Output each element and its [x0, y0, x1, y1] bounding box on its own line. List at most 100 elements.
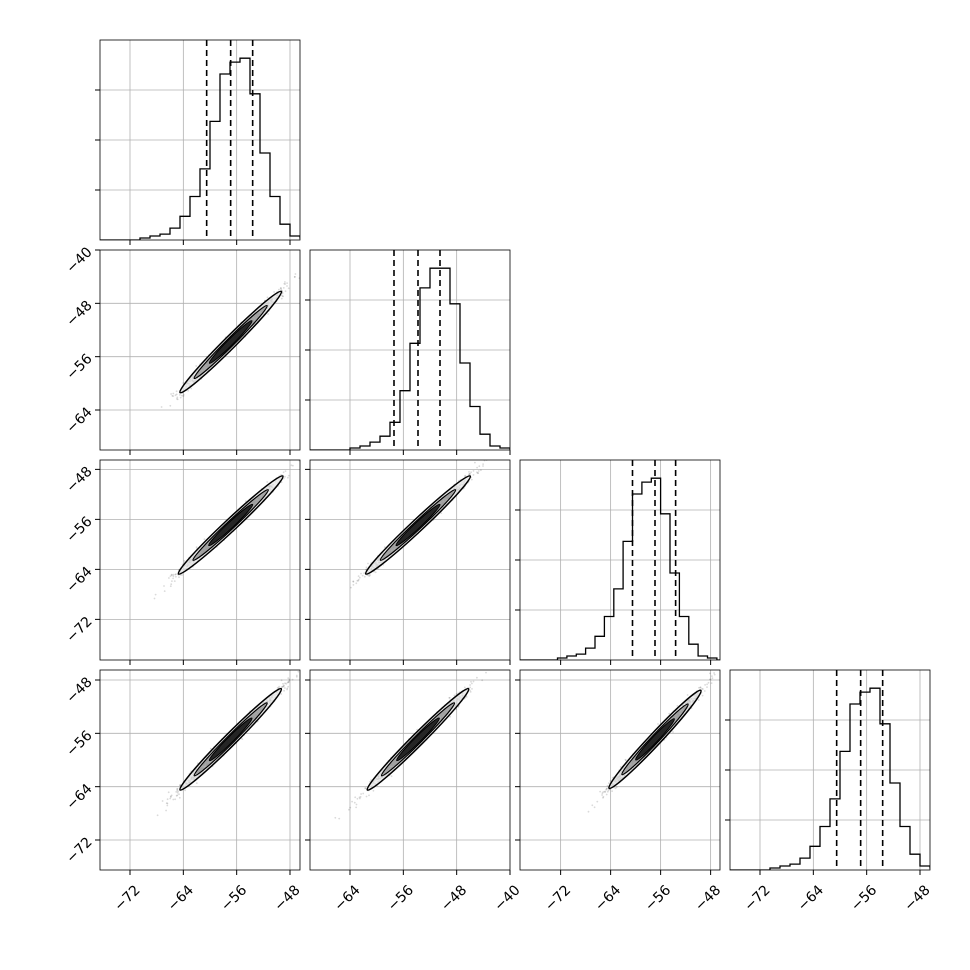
scatter-point	[287, 287, 290, 290]
scatter-point	[352, 584, 355, 586]
scatter-point	[282, 295, 284, 298]
scatter-point	[357, 575, 360, 577]
scatter-point	[169, 575, 172, 578]
scatter-point	[290, 464, 293, 467]
scatter-point	[203, 538, 206, 541]
scatter-point	[293, 275, 296, 278]
scatter-point	[284, 283, 287, 285]
scatter-point	[173, 580, 176, 582]
scatter-point	[172, 575, 175, 578]
scatter-point	[284, 290, 287, 293]
scatter-point	[181, 574, 183, 576]
scatter-point	[369, 574, 371, 577]
scatter-point	[190, 387, 193, 390]
scatter-point	[280, 287, 282, 290]
scatter-point	[304, 459, 306, 461]
scatter-point	[244, 500, 247, 503]
scatter-point	[172, 577, 175, 580]
scatter-point	[287, 474, 290, 477]
scatter-point	[175, 390, 178, 393]
scatter-point	[374, 571, 377, 574]
scatter-point	[482, 463, 484, 465]
scatter-point	[183, 559, 186, 562]
scatter-point	[175, 573, 177, 575]
scatter-point	[266, 481, 269, 483]
scatter-point	[170, 573, 173, 576]
scatter-point	[163, 585, 165, 587]
scatter-point	[273, 291, 275, 293]
scatter-point	[195, 546, 198, 549]
scatter-point	[477, 470, 480, 472]
scatter-point	[286, 282, 288, 284]
scatter-point	[176, 396, 179, 399]
panel-frame	[99, 39, 301, 241]
scatter-panel-2-1	[305, 455, 511, 665]
scatter-point	[357, 578, 360, 581]
scatter-point	[492, 455, 494, 457]
scatter-point	[168, 577, 170, 579]
scatter-point	[477, 472, 480, 474]
scatter-point	[356, 579, 359, 582]
scatter-panel-2-0	[95, 459, 306, 665]
scatter-point	[279, 287, 282, 289]
scatter-point	[280, 294, 283, 297]
scatter-point	[266, 296, 269, 299]
panel-frame	[99, 249, 301, 451]
scatter-point	[278, 288, 280, 291]
scatter-point	[174, 573, 177, 576]
scatter-point	[181, 394, 183, 397]
scatter-point	[361, 574, 364, 577]
scatter-point	[182, 382, 185, 384]
scatter-point	[171, 580, 173, 582]
scatter-point	[283, 282, 286, 285]
histogram-step-1	[310, 267, 510, 450]
scatter-point	[182, 395, 185, 397]
scatter-point	[187, 389, 190, 392]
scatter-point	[176, 398, 178, 400]
contour-inner	[208, 503, 254, 547]
scatter-point	[300, 272, 302, 274]
scatter-point	[179, 396, 182, 399]
contours-2-0	[177, 475, 284, 575]
scatter-point	[355, 582, 358, 585]
contour-inner	[208, 320, 253, 364]
scatter-point	[170, 393, 173, 395]
scatter-point	[469, 472, 471, 475]
scatter-point	[154, 593, 157, 596]
scatter-point	[284, 281, 286, 283]
scatter-point	[292, 464, 294, 467]
scatter-point	[367, 562, 369, 565]
scatter-point	[472, 470, 475, 472]
scatter-point	[468, 473, 471, 475]
scatter-point	[195, 365, 198, 367]
scatter-point	[284, 475, 286, 478]
scatter-point	[171, 394, 174, 397]
scatter-point	[293, 276, 296, 278]
histogram-panel-1	[305, 249, 511, 455]
scatter-point	[358, 576, 361, 579]
scatter-point	[287, 476, 289, 479]
scatter-point	[169, 404, 172, 407]
scatter-point	[357, 579, 360, 582]
scatter-point	[175, 575, 177, 578]
scatter-point	[178, 576, 180, 579]
scatter-point	[468, 473, 470, 476]
scatter-point	[383, 546, 386, 549]
scatter-point	[280, 288, 283, 291]
histogram-panel-0	[95, 39, 301, 245]
scatter-point	[464, 474, 467, 477]
scatter-panel-1-0	[95, 249, 302, 455]
scatter-point	[172, 573, 175, 576]
scatter-point	[179, 394, 181, 396]
scatter-point	[282, 287, 285, 289]
contours-1-0	[179, 290, 283, 394]
scatter-point	[286, 285, 288, 287]
scatter-point	[280, 297, 283, 300]
histogram-step-0	[100, 57, 300, 240]
scatter-point	[282, 471, 285, 474]
scatter-point	[182, 394, 185, 396]
panel-frame	[99, 459, 301, 661]
scatter-point	[284, 470, 287, 472]
scatter-point	[294, 273, 297, 275]
